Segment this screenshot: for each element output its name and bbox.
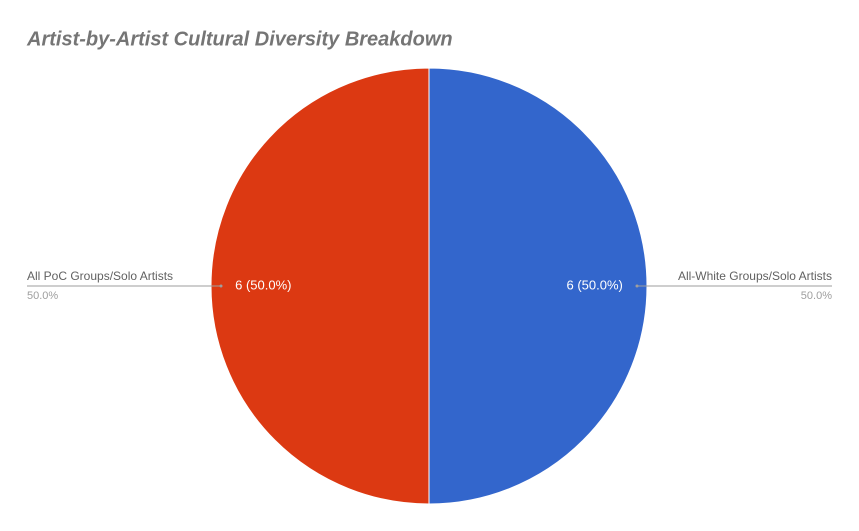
legend-label: All-White Groups/Solo Artists <box>678 269 832 283</box>
legend-label: All PoC Groups/Solo Artists <box>27 269 173 283</box>
leader-dot <box>635 284 639 288</box>
slice-label: 6 (50.0%) <box>235 277 291 292</box>
percent-label: 50.0% <box>27 290 58 302</box>
slice-label: 6 (50.0%) <box>566 277 622 292</box>
leader-dot <box>219 284 223 288</box>
chart-title: Artist-by-Artist Cultural Diversity Brea… <box>26 28 453 50</box>
percent-label: 50.0% <box>801 290 832 302</box>
